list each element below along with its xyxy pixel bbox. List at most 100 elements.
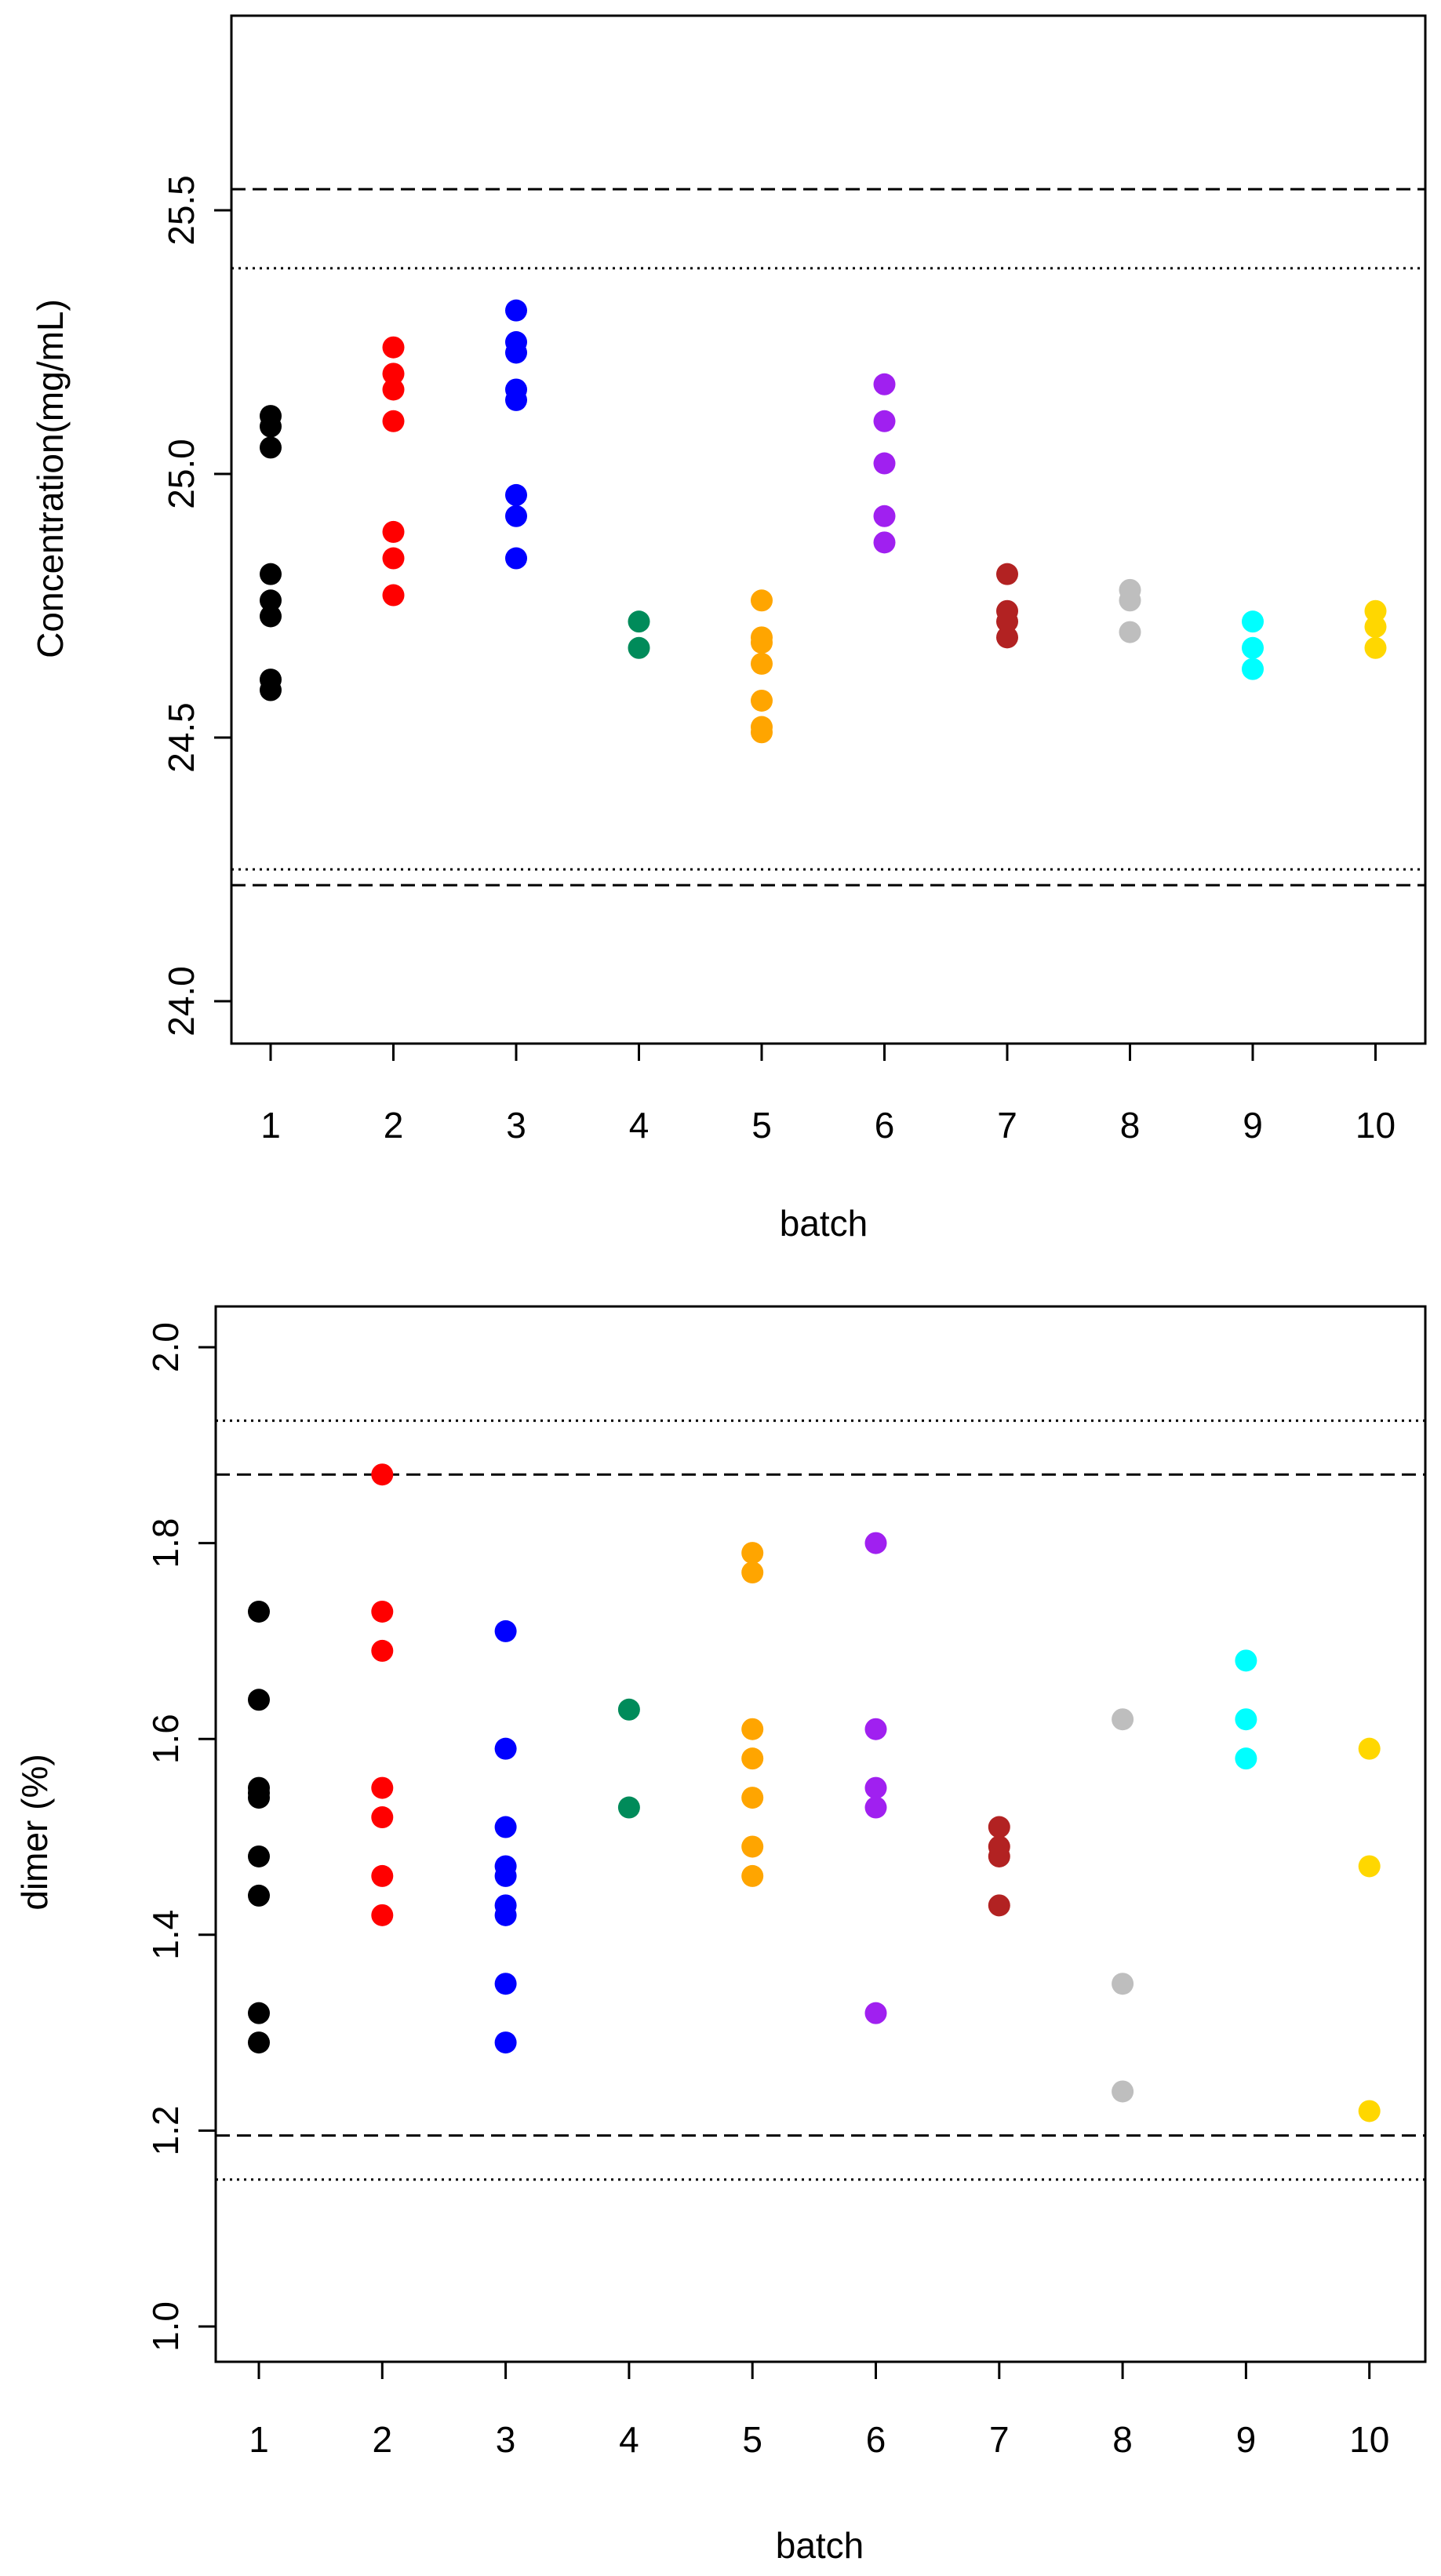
x-tick-label: 8 xyxy=(1120,1105,1141,1146)
plot-frame-concentration xyxy=(230,14,1427,1045)
y-axis-title-dimer: dimer (%) xyxy=(14,1754,55,1910)
data-point-batch-4 xyxy=(617,1796,640,1819)
data-point-batch-9 xyxy=(1242,610,1264,633)
data-point-batch-1 xyxy=(260,589,282,612)
data-point-batch-6 xyxy=(864,1776,887,1799)
chart-dimer: 1.0 1.2 1.4 1.6 1.8 2.0 1 2 3 4 5 6 7 8 9 10 batch dim… xyxy=(14,1305,1427,2566)
points-concentration xyxy=(260,299,1387,744)
data-point-batch-3 xyxy=(505,547,527,570)
data-point-batch-6 xyxy=(873,373,896,395)
data-point-batch-1 xyxy=(248,2031,270,2054)
data-point-batch-2 xyxy=(371,1864,394,1887)
data-point-batch-7 xyxy=(988,1845,1010,1867)
data-point-batch-7 xyxy=(996,610,1018,633)
data-point-batch-1 xyxy=(248,1884,270,1907)
y-tick-label: 24.5 xyxy=(161,702,202,773)
y-tick-label: 1.2 xyxy=(145,2105,186,2155)
y-tick-label: 1.6 xyxy=(145,1714,186,1764)
data-point-batch-6 xyxy=(873,410,896,432)
data-point-batch-3 xyxy=(494,1973,517,1995)
data-point-batch-5 xyxy=(751,589,773,612)
x-tick-label: 9 xyxy=(1236,2419,1257,2460)
data-point-batch-1 xyxy=(260,605,282,628)
data-point-batch-4 xyxy=(628,636,650,659)
data-point-batch-7 xyxy=(988,1816,1010,1838)
y-tick-label: 1.0 xyxy=(145,2301,186,2352)
data-point-batch-2 xyxy=(371,1806,394,1829)
y-tick-label: 1.4 xyxy=(145,1910,186,1960)
data-point-batch-6 xyxy=(873,531,896,554)
data-point-batch-5 xyxy=(741,1718,764,1740)
x-tick-label: 10 xyxy=(1355,1105,1396,1146)
data-point-batch-5 xyxy=(751,721,773,744)
data-point-batch-2 xyxy=(382,547,405,570)
data-point-batch-9 xyxy=(1235,1708,1257,1731)
chart-concentration: 24.0 24.5 25.0 25.5 1 2 3 4 5 6 7 8 9 10 batch Conce… xyxy=(30,14,1427,1244)
data-point-batch-8 xyxy=(1112,1973,1134,1995)
data-point-batch-5 xyxy=(741,1835,764,1858)
data-point-batch-7 xyxy=(988,1894,1010,1917)
data-point-batch-6 xyxy=(864,2002,887,2024)
data-point-batch-9 xyxy=(1242,658,1264,680)
x-tick-label: 9 xyxy=(1243,1105,1263,1146)
x-tick-label: 5 xyxy=(742,2419,762,2460)
x-tick-label: 1 xyxy=(249,2419,269,2460)
data-point-batch-3 xyxy=(505,505,527,527)
data-point-batch-1 xyxy=(248,1600,270,1623)
data-point-batch-2 xyxy=(371,1776,394,1799)
data-point-batch-5 xyxy=(741,1864,764,1887)
data-point-batch-8 xyxy=(1119,621,1141,643)
data-point-batch-5 xyxy=(741,1787,764,1809)
y-axis-dimer: 1.0 1.2 1.4 1.6 1.8 2.0 xyxy=(145,1322,217,2352)
x-tick-label: 1 xyxy=(260,1105,281,1146)
data-point-batch-1 xyxy=(248,1689,270,1711)
data-point-batch-5 xyxy=(741,1561,764,1584)
data-point-batch-4 xyxy=(628,610,650,633)
data-point-batch-3 xyxy=(505,299,527,322)
data-point-batch-3 xyxy=(505,483,527,506)
x-tick-label: 6 xyxy=(875,1105,895,1146)
x-axis-title-dimer: batch xyxy=(776,2525,864,2566)
data-point-batch-10 xyxy=(1364,615,1387,638)
data-point-batch-2 xyxy=(382,378,405,401)
data-point-batch-2 xyxy=(382,584,405,607)
data-point-batch-2 xyxy=(371,1600,394,1623)
data-point-batch-8 xyxy=(1119,589,1141,612)
data-point-batch-10 xyxy=(1364,599,1387,622)
x-tick-label: 2 xyxy=(373,2419,393,2460)
y-axis-title-concentration: Concentration(mg/mL) xyxy=(30,299,71,658)
data-point-batch-4 xyxy=(617,1698,640,1721)
data-point-batch-3 xyxy=(494,1864,517,1887)
plot-frame-dimer xyxy=(214,1305,1427,2363)
x-tick-label: 5 xyxy=(751,1105,772,1146)
data-point-batch-1 xyxy=(248,1845,270,1867)
data-point-batch-1 xyxy=(260,563,282,585)
data-point-batch-6 xyxy=(873,452,896,475)
data-point-batch-6 xyxy=(864,1718,887,1740)
data-point-batch-1 xyxy=(260,679,282,701)
y-tick-label: 2.0 xyxy=(145,1322,186,1372)
data-point-batch-10 xyxy=(1358,1737,1381,1760)
y-tick-label: 25.0 xyxy=(161,439,202,509)
data-point-batch-7 xyxy=(996,626,1018,649)
data-point-batch-7 xyxy=(996,563,1018,585)
x-tick-label: 4 xyxy=(619,2419,639,2460)
data-point-batch-8 xyxy=(1112,2080,1134,2103)
data-point-batch-5 xyxy=(741,1747,764,1770)
x-axis-dimer: 1 2 3 4 5 6 7 8 9 10 xyxy=(249,2360,1389,2460)
data-point-batch-1 xyxy=(248,1787,270,1809)
data-point-batch-2 xyxy=(382,336,405,359)
x-axis-title-concentration: batch xyxy=(780,1203,868,1244)
data-point-batch-2 xyxy=(371,1904,394,1926)
data-point-batch-9 xyxy=(1235,1747,1257,1770)
data-point-batch-10 xyxy=(1364,636,1387,659)
data-point-batch-2 xyxy=(382,410,405,432)
data-point-batch-2 xyxy=(371,1463,394,1486)
reference-lines-concentration xyxy=(231,188,1425,887)
x-tick-label: 3 xyxy=(506,1105,526,1146)
points-dimer xyxy=(248,1463,1381,2122)
x-tick-label: 4 xyxy=(629,1105,650,1146)
data-point-batch-10 xyxy=(1358,2100,1381,2122)
data-point-batch-9 xyxy=(1242,636,1264,659)
